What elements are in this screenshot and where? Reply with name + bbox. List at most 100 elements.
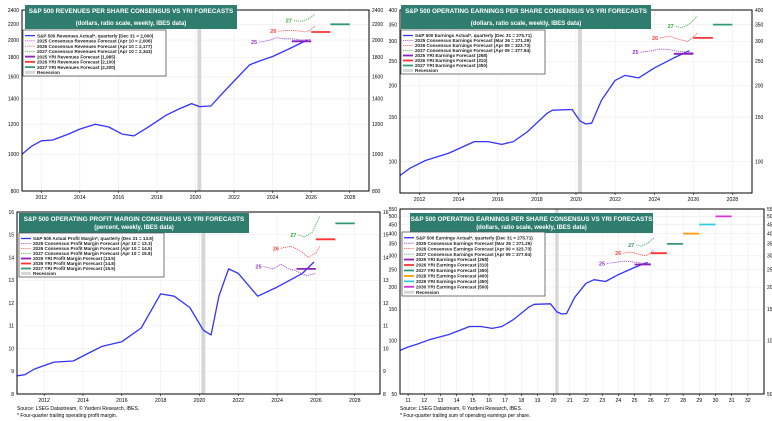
x-tick-label: 26 <box>648 398 654 404</box>
x-tick-label: 2012 <box>38 398 50 404</box>
chart-title: S&P 500 REVENUES PER SHARE CONSENSUS VS … <box>29 8 233 15</box>
x-tick-label: 2016 <box>116 398 128 404</box>
legend-swatch-recession <box>25 70 35 74</box>
plot-frame <box>399 208 765 395</box>
series-label: 26 <box>652 36 658 42</box>
legend-entry: 2027 Consensus Earnings Forecast (Apr 09… <box>416 252 532 257</box>
y-tick-label-right: 550 <box>767 207 772 213</box>
series-line-3 <box>298 216 321 238</box>
y-tick-label-left: 1800 <box>8 55 19 61</box>
series-label: 25 <box>251 40 257 46</box>
legend-entry: 2025 YRI Earnings Forecast (268) <box>416 257 489 262</box>
x-tick-label: 14 <box>454 398 460 404</box>
footnote: * Four-quarter trailing operating profit… <box>17 413 117 419</box>
title-box <box>410 213 653 233</box>
title-box <box>401 5 651 29</box>
source-note: Source: LSEG Datastream, © Yardeni Resea… <box>400 405 522 412</box>
legend-entry: 2026 Consensus Earnings Forecast (Apr 09… <box>416 246 532 251</box>
x-tick-label: 22 <box>583 398 589 404</box>
legend-box <box>22 29 167 77</box>
x-tick-label: 2018 <box>155 398 167 404</box>
plot-frame <box>16 211 381 395</box>
legend-entry: 2025 Consensus Earnings Forecast (Mar 26… <box>415 38 531 43</box>
x-tick-label: 31 <box>729 398 735 404</box>
series-label: 27 <box>628 243 634 249</box>
x-tick-label: 32 <box>745 398 751 404</box>
recession-band <box>577 10 582 193</box>
series-label: 26 <box>615 251 621 257</box>
x-tick-label: 28 <box>680 398 686 404</box>
legend-entry: 2027 YRI Revenues Forecast (2,200) <box>37 65 116 70</box>
series-label: 26 <box>273 246 279 252</box>
legend-box <box>401 231 546 297</box>
legend-entry: S&P 500 Actual Profit Margin*, quarterly… <box>33 236 154 241</box>
legend-entry: 2026 Consensus Profit Margin Forecast (A… <box>33 246 153 251</box>
y-tick-label-right: 200 <box>755 84 764 90</box>
x-tick-label: 2012 <box>36 195 48 201</box>
x-tick-label: 17 <box>502 398 508 404</box>
x-tick-label: 19 <box>535 398 541 404</box>
y-tick-label-left: 9 <box>11 369 14 375</box>
legend-entry: 2026 Consensus Revenues Forecast (Apr 10… <box>37 44 152 49</box>
y-tick-label-right: 1200 <box>372 122 383 128</box>
y-tick-label-left: 350 <box>389 242 398 248</box>
legend-entry: 2028 YRI Earnings Forecast (400) <box>416 274 489 279</box>
x-tick-label: 2028 <box>727 197 739 203</box>
chart-subtitle: (dollars, ratio scale, weekly, IBES data… <box>76 21 187 27</box>
y-tick-label-left: 250 <box>389 59 398 65</box>
legend-entry: 2026 YRI Profit Margin Forecast (14.8) <box>33 261 116 266</box>
x-tick-label: 29 <box>696 398 702 404</box>
source-note: Source: LSEG Datastream, © Yardeni Resea… <box>17 405 139 412</box>
series-label: 25 <box>632 50 638 56</box>
chart-title: S&P 500 OPERATING PROFIT MARGIN CONSENSU… <box>24 216 244 223</box>
y-tick-label-left: 800 <box>11 189 20 195</box>
legend-entry: 2025 Consensus Earnings Forecast (Mar 26… <box>416 241 532 246</box>
y-tick-label-left: 550 <box>389 207 398 213</box>
series-line-1 <box>640 48 694 53</box>
x-tick-label: 27 <box>664 398 670 404</box>
y-tick-label-left: 1000 <box>8 152 19 158</box>
x-tick-label: 2022 <box>233 398 245 404</box>
y-tick-label-left: 200 <box>389 285 398 291</box>
y-tick-label-left: 11 <box>9 324 14 330</box>
y-tick-label-right: 12 <box>383 301 389 307</box>
legend-entry-recession: Recession <box>416 290 439 295</box>
y-tick-label-right: 500 <box>767 214 772 220</box>
x-tick-label: 2022 <box>228 195 240 201</box>
y-tick-label-left: 100 <box>389 159 398 165</box>
x-tick-label: 2020 <box>190 195 202 201</box>
series-label: 25 <box>255 265 261 271</box>
y-tick-label-left: 8 <box>11 392 14 398</box>
x-tick-label: 2018 <box>531 197 543 203</box>
y-tick-label-left: 300 <box>389 39 398 45</box>
legend-entry: 2029 YRI Earnings Forecast (450) <box>416 279 489 284</box>
x-tick-label: 16 <box>486 398 492 404</box>
y-tick-label-left: 2200 <box>8 22 19 28</box>
y-tick-label-left: 400 <box>389 231 398 237</box>
chart-subtitle: (percent, weekly, IBES data) <box>94 225 174 231</box>
series-label: 26 <box>270 29 276 35</box>
y-tick-label-left: 2000 <box>8 38 19 44</box>
legend-swatch-recession <box>403 69 413 72</box>
y-tick-label-right: 100 <box>767 338 772 344</box>
title-box <box>19 213 249 233</box>
x-tick-label: 2014 <box>77 398 89 404</box>
x-tick-label: 2014 <box>453 197 465 203</box>
recession-band <box>201 212 206 394</box>
y-tick-label-right: 350 <box>767 242 772 248</box>
y-tick-label-right: 8 <box>383 392 386 398</box>
y-tick-label-right: 250 <box>755 59 764 65</box>
chart-title: S&P 500 OPERATING EARNINGS PER SHARE CON… <box>405 8 647 15</box>
y-tick-label-right: 2400 <box>372 8 383 14</box>
y-tick-label-left: 14 <box>8 255 14 261</box>
y-tick-label-left: 400 <box>389 8 398 14</box>
x-tick-label: 2024 <box>648 197 660 203</box>
y-tick-label-right: 16 <box>383 210 389 216</box>
legend-entry: 2025 YRI Profit Margin Forecast (13.5) <box>33 256 116 261</box>
x-tick-label: 2018 <box>151 195 163 201</box>
chart-panel-1: 2012 2014 2016 2018 2020 2022 2024 2026 2028 800 8… <box>8 5 383 201</box>
x-tick-label: 2020 <box>194 398 206 404</box>
legend-entry: S&P 500 Earnings Actual*, quarterly (Dec… <box>415 33 532 38</box>
series-line-2 <box>623 249 655 257</box>
x-tick-label: 2026 <box>688 197 700 203</box>
